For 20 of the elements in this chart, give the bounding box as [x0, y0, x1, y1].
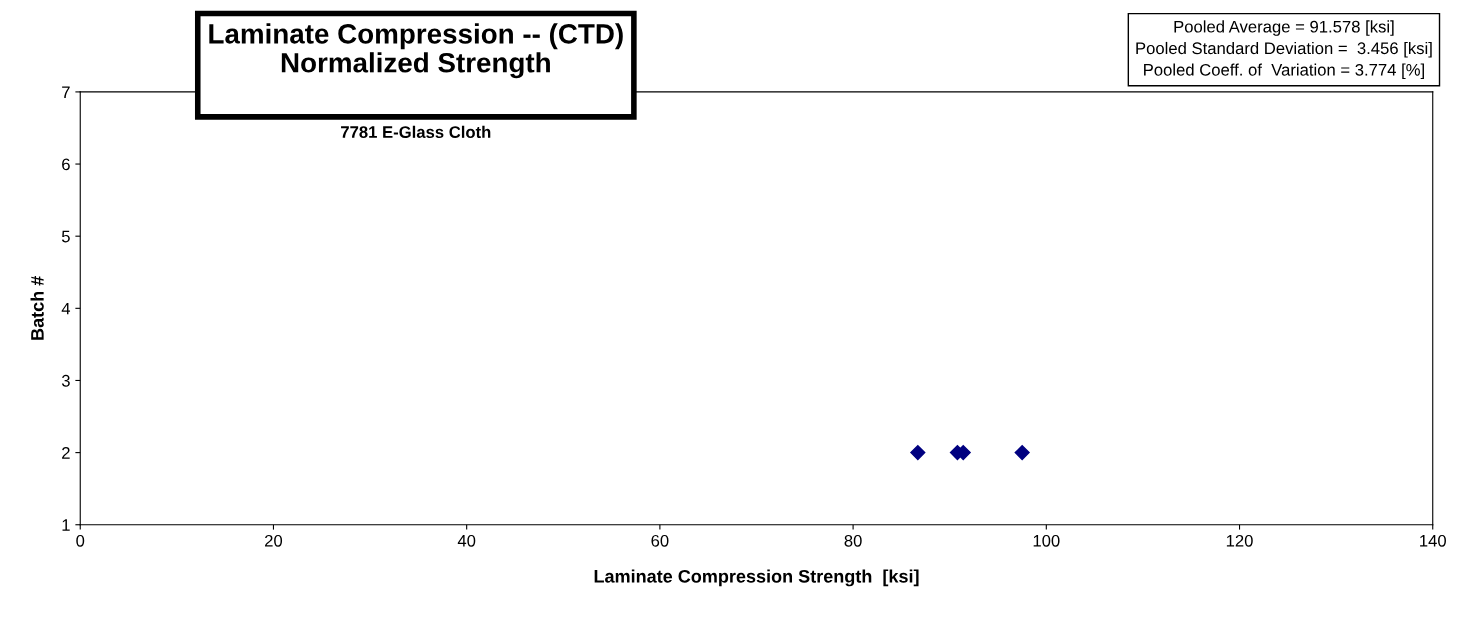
- text: 7781 E-Glass Cloth: [341, 125, 491, 138]
- x-tick-label: 20: [265, 534, 283, 547]
- y-tick-label: 5: [61, 230, 70, 243]
- y-tick-label: 1: [62, 519, 70, 531]
- x-tick-label: 140: [1420, 534, 1446, 547]
- y-tick-label: 6: [62, 158, 70, 171]
- x-tick-label: 0: [76, 534, 85, 547]
- text: Pooled Average = 91.578 [ksi] Pooled Standard Deviation = 3.456 [ksi] Pooled Coeff. of Variation = 3.774 [%]: [1136, 20, 1432, 80]
- y-tick-label: 2: [62, 447, 70, 459]
- x-tick-label: 120: [1226, 534, 1253, 547]
- x-axis-title: Laminate Compression Strength [ksi]: [594, 569, 919, 587]
- x-tick-label: 100: [1033, 534, 1060, 547]
- chart-title: Laminate Compression -- (CTD) Normalized Strength: [209, 23, 623, 79]
- x-tick-label: 80: [844, 534, 862, 547]
- x-tick-label: 60: [651, 534, 669, 547]
- x-tick-label: 40: [457, 534, 476, 547]
- y-tick-label: 3: [61, 374, 70, 387]
- y-tick-label: 4: [61, 302, 71, 315]
- y-axis-title: Batch #: [30, 276, 44, 340]
- y-tick-label: 7: [62, 86, 70, 98]
